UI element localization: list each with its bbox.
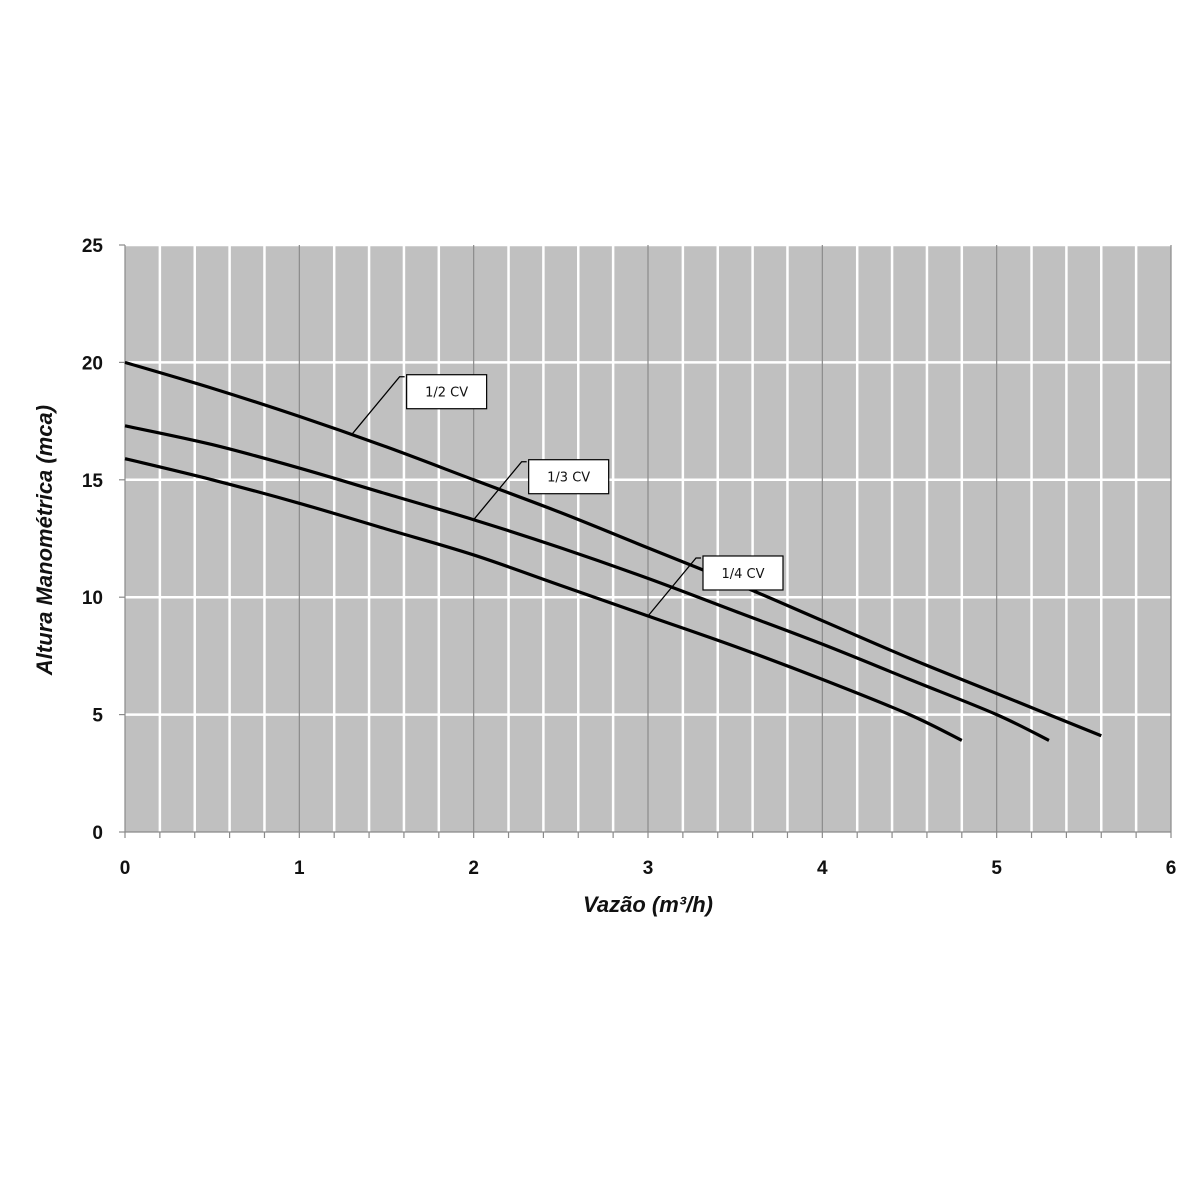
callout-label-1-4-cv: 1/4 CV bbox=[721, 567, 764, 582]
callout-box-1-3-cv bbox=[528, 459, 610, 495]
callout-layer: 1/2 CV 1/3 CV 1/4 CV bbox=[351, 374, 784, 617]
series-line-1-4-cv bbox=[124, 457, 963, 742]
x-tick-label: 3 bbox=[643, 858, 654, 879]
callout-label-1-2-cv: 1/2 CV bbox=[425, 386, 468, 401]
x-tick-label: 1 bbox=[294, 858, 305, 879]
callout-box-1-2-cv bbox=[406, 374, 488, 410]
x-axis-title: Vazão (m³/h) bbox=[583, 892, 713, 917]
series-line-1-2-cv bbox=[124, 360, 1102, 738]
x-tick-label: 2 bbox=[468, 858, 479, 879]
y-tick-label: 10 bbox=[82, 588, 103, 609]
y-axis-title: Altura Manométrica (mca) bbox=[32, 405, 57, 676]
y-tick-label: 0 bbox=[92, 823, 103, 844]
y-tick-label: 15 bbox=[82, 471, 104, 492]
tick-labels: 0 5 10 15 20 25 0 1 2 3 4 5 6 bbox=[82, 236, 1176, 879]
series-layer bbox=[124, 360, 1102, 742]
x-tick-label: 6 bbox=[1166, 858, 1177, 879]
major-gridlines bbox=[298, 245, 1172, 832]
x-tick-label: 5 bbox=[991, 858, 1002, 879]
callout-leader-1-4-cv bbox=[647, 557, 701, 617]
y-tick-label: 5 bbox=[92, 706, 103, 727]
axes bbox=[119, 244, 1172, 838]
callout-leader-1-3-cv bbox=[473, 461, 527, 521]
x-tick-label: 0 bbox=[120, 858, 131, 879]
y-tick-label: 20 bbox=[82, 353, 103, 374]
series-line-1-3-cv bbox=[124, 424, 1050, 742]
callout-box-1-4-cv bbox=[702, 555, 784, 591]
y-tick-label: 25 bbox=[82, 236, 104, 257]
callout-leader-1-2-cv bbox=[351, 376, 405, 436]
x-tick-label: 4 bbox=[817, 858, 828, 879]
callout-label-1-3-cv: 1/3 CV bbox=[547, 471, 590, 486]
